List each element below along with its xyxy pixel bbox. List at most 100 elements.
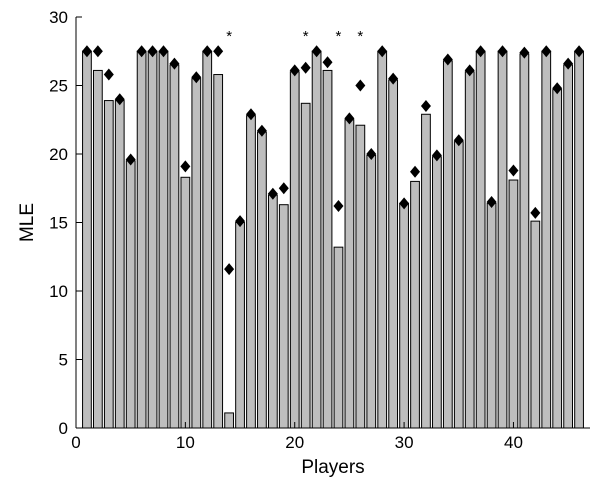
bar-player-40 [508,179,519,429]
marker-player-16 [245,108,256,121]
bar-player-30 [399,202,409,429]
bars-layer [82,50,584,429]
marker-player-12 [202,45,213,58]
bar-player-3 [103,100,114,429]
marker-player-9 [169,57,180,70]
star-annotation-14: * [226,28,232,45]
x-tick-label-10: 10 [176,433,195,452]
bar-player-38 [486,202,497,429]
y-tick-label-0: 0 [59,419,68,438]
bar-player-6 [136,50,147,429]
marker-player-11 [191,71,202,84]
bar-player-13 [213,74,224,429]
marker-player-39 [497,45,508,58]
marker-player-14 [224,263,235,276]
bar-player-45 [563,64,573,429]
star-annotation-21: * [303,28,309,45]
marker-player-21 [300,61,311,74]
x-tick-label-30: 30 [395,433,414,452]
marker-player-7 [147,45,158,58]
y-tick-label-15: 15 [49,214,68,233]
marker-player-17 [256,124,267,137]
bar-player-15 [235,222,245,429]
bar-player-9 [169,64,180,429]
marker-player-46 [574,45,585,58]
y-tick-label-10: 10 [49,282,68,301]
bar-player-31 [410,180,420,429]
marker-player-42 [530,206,541,219]
marker-player-32 [420,100,431,113]
marker-player-36 [464,64,475,77]
star-annotation-24: * [336,28,342,45]
marker-player-6 [136,45,147,58]
bar-player-37 [475,50,486,429]
bar-player-14 [224,412,234,429]
bar-player-12 [202,50,213,429]
bar-player-8 [158,50,169,429]
bar-player-34 [442,60,453,429]
bar-player-10 [180,176,191,429]
star-annotation-26: * [357,28,363,45]
marker-player-40 [508,164,519,177]
bar-player-20 [289,71,300,429]
marker-player-27 [366,148,377,160]
bar-player-5 [125,160,136,429]
marker-player-20 [289,64,300,77]
bar-player-25 [344,119,355,429]
bar-player-28 [377,50,388,429]
marker-player-44 [552,82,563,95]
bar-player-27 [366,154,377,429]
marker-player-33 [431,149,442,162]
marker-player-24 [333,200,344,213]
y-tick-label-5: 5 [59,351,68,370]
marker-player-4 [114,93,125,106]
bar-player-16 [246,115,256,429]
bar-player-41 [519,53,530,429]
marker-player-1 [81,45,92,58]
bar-player-42 [530,220,541,429]
marker-player-35 [453,134,464,147]
bar-player-18 [267,194,278,429]
marker-player-18 [267,187,278,200]
axes-layer [75,16,590,429]
bar-player-2 [93,69,103,429]
marker-player-26 [355,79,366,92]
marker-player-3 [103,68,114,81]
marker-player-31 [410,165,421,178]
marker-player-45 [563,57,574,70]
marker-player-8 [158,45,169,58]
bar-player-19 [278,204,289,429]
y-tick-label-30: 30 [49,8,68,27]
x-tick-label-20: 20 [285,433,304,452]
bar-player-23 [322,69,333,429]
marker-player-23 [322,56,333,69]
bar-player-43 [541,50,552,429]
marker-player-15 [235,215,246,228]
y-tick-label-20: 20 [49,145,68,164]
bar-player-33 [432,156,442,429]
bar-player-36 [464,71,475,429]
marker-player-28 [377,45,388,58]
bar-player-24 [333,246,344,429]
bar-player-7 [147,50,158,429]
bar-player-4 [114,100,125,429]
marker-player-5 [125,153,136,166]
marker-player-41 [519,46,530,59]
marker-player-22 [311,45,322,58]
bar-player-32 [421,113,431,429]
markers-layer [81,45,585,276]
bar-player-39 [497,50,508,429]
bar-player-22 [311,50,322,429]
bar-player-21 [300,102,311,429]
bar-player-11 [191,78,202,429]
marker-player-29 [388,72,399,85]
bar-player-26 [355,124,366,429]
bar-player-44 [552,89,563,429]
marker-player-10 [180,160,191,173]
bar-player-1 [82,50,92,429]
marker-player-34 [442,53,453,66]
y-axis-label: MLE [17,203,38,242]
y-tick-label-25: 25 [49,77,68,96]
marker-player-30 [399,197,410,210]
